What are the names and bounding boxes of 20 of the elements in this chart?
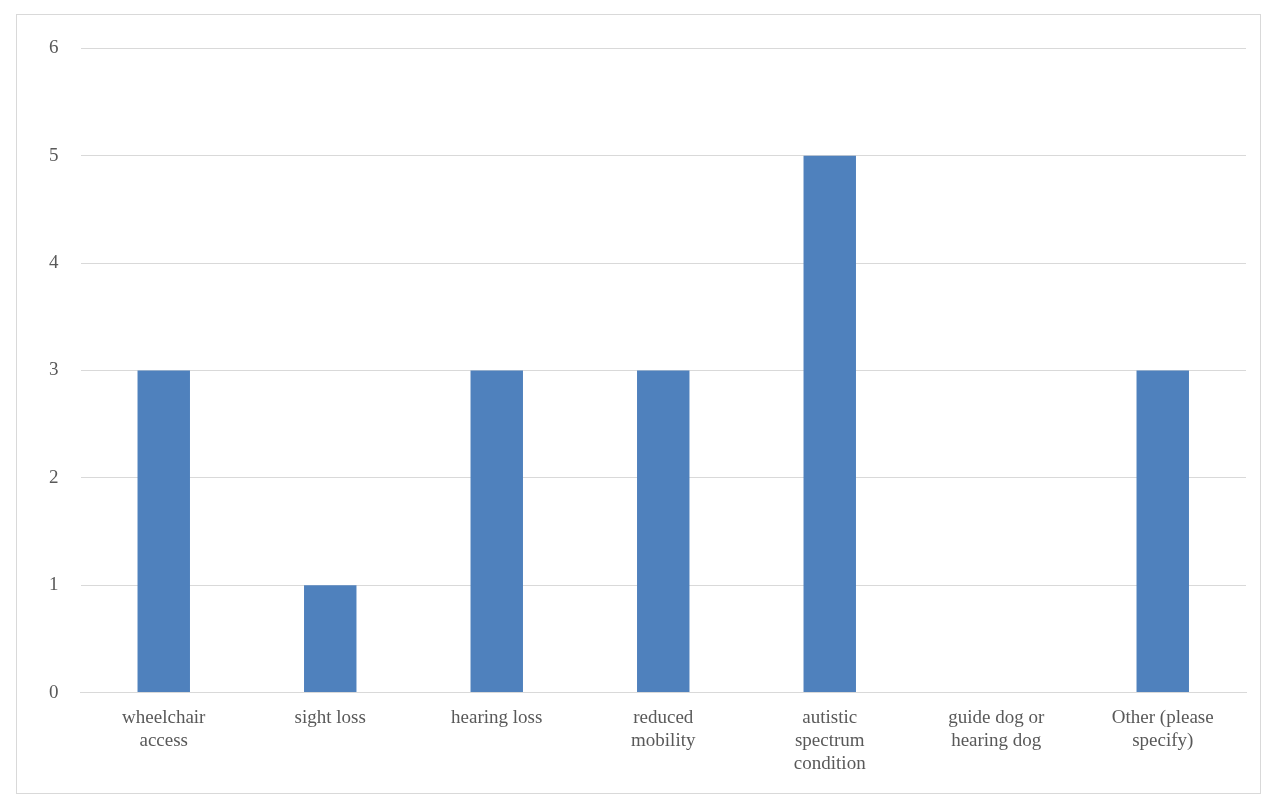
y-tick-label: 4 xyxy=(49,251,59,273)
y-tick-label: 6 xyxy=(49,36,59,58)
y-tick-label: 2 xyxy=(49,465,59,487)
bar xyxy=(137,370,190,693)
y-tick-label: 3 xyxy=(49,358,59,380)
x-tick-label: wheelchair access xyxy=(122,705,207,750)
y-tick-label: 0 xyxy=(49,680,59,702)
bar xyxy=(1136,370,1189,693)
bar xyxy=(470,370,523,693)
x-tick-label: hearing loss xyxy=(451,705,543,727)
bar xyxy=(637,370,690,693)
y-tick-label: 1 xyxy=(49,573,59,595)
x-tick-label: guide dog or hearing dog xyxy=(948,705,1045,750)
bar xyxy=(803,155,856,693)
x-tick-label: Other (please specify) xyxy=(1111,705,1214,751)
x-tick-label: sight loss xyxy=(294,705,366,727)
bar xyxy=(304,585,357,693)
y-tick-label: 5 xyxy=(49,143,59,165)
x-tick-label: reduced mobility xyxy=(631,705,696,750)
x-tick-label: autistic spectrum condition xyxy=(793,705,867,773)
